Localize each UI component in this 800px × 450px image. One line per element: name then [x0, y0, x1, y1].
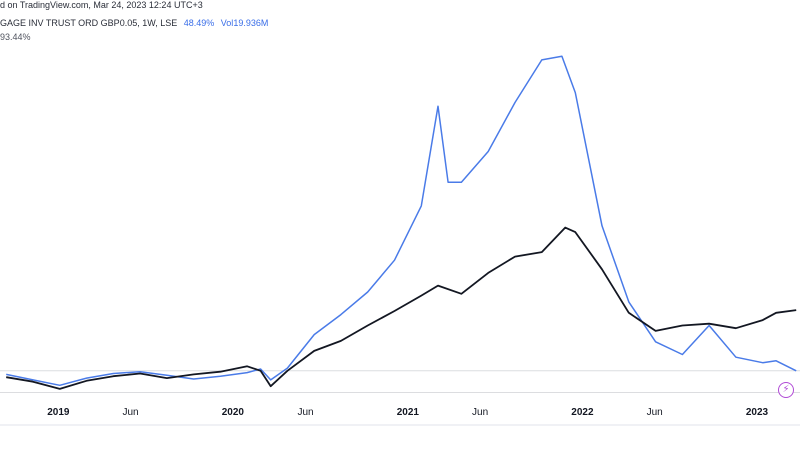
x-tick-label: Jun: [472, 407, 488, 418]
symbol-line: GAGE INV TRUST ORD GBP0.05, 1W, LSE 48.4…: [0, 18, 272, 29]
symbol-title: GAGE INV TRUST ORD GBP0.05, 1W, LSE: [0, 18, 178, 28]
compare-line: 93.44%: [0, 32, 35, 43]
x-tick-label: Jun: [297, 407, 313, 418]
published-line: d on TradingView.com, Mar 24, 2023 12:24…: [0, 0, 207, 11]
x-tick-label: 2020: [222, 407, 245, 418]
x-tick-label: 2022: [571, 407, 594, 418]
series-line-1: [6, 226, 797, 390]
flash-icon[interactable]: ⚡: [778, 382, 794, 398]
series-line-0: [6, 55, 797, 387]
x-tick-label: 2019: [47, 407, 70, 418]
published-text: d on TradingView.com, Mar 24, 2023 12:24…: [0, 0, 203, 10]
x-tick-label: Jun: [647, 407, 663, 418]
compare-change: 93.44%: [0, 32, 31, 42]
x-tick-label: Jun: [122, 407, 138, 418]
symbol-change: 48.49%: [183, 18, 215, 28]
x-tick-label: 2023: [746, 407, 769, 418]
volume-readout: Vol19.936M: [221, 18, 269, 28]
x-tick-label: 2021: [397, 407, 420, 418]
volume-label: Vol: [220, 18, 234, 28]
volume-value: 19.936M: [233, 18, 269, 28]
